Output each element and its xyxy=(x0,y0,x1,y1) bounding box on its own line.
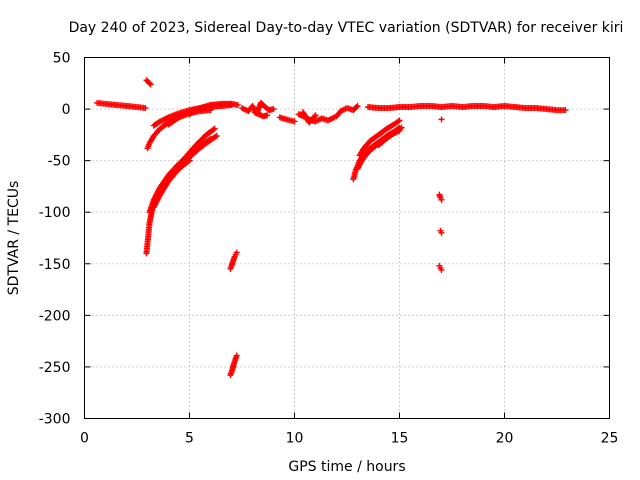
data-point xyxy=(312,112,319,119)
data-point xyxy=(398,124,405,131)
y-tick-label: -100 xyxy=(39,205,71,221)
data-point xyxy=(438,229,445,236)
data-point xyxy=(210,126,217,133)
data-point xyxy=(396,117,403,124)
data-point xyxy=(354,102,361,109)
grid-lines xyxy=(84,57,610,419)
data-point xyxy=(212,133,219,140)
x-tick-label: 10 xyxy=(286,431,304,447)
y-tick-label: -150 xyxy=(39,257,71,273)
x-axis-label: GPS time / hours xyxy=(288,459,405,475)
x-tick-label: 0 xyxy=(80,431,89,447)
chart-title: Day 240 of 2023, Sidereal Day-to-day VTE… xyxy=(69,20,624,36)
y-tick-label: -200 xyxy=(39,308,71,324)
x-tick-labels: 0 5 10 15 20 25 xyxy=(80,431,618,447)
data-point xyxy=(146,80,153,87)
data-point xyxy=(311,113,318,120)
data-point xyxy=(147,81,154,88)
data-point xyxy=(438,116,445,123)
data-point xyxy=(233,352,240,359)
x-tick-label: 20 xyxy=(496,431,514,447)
axis-ticks xyxy=(84,57,610,419)
data-point xyxy=(438,196,445,203)
data-point xyxy=(291,118,298,125)
data-point xyxy=(234,101,241,108)
y-tick-label: -300 xyxy=(39,412,71,428)
data-point xyxy=(264,112,271,119)
x-tick-label: 5 xyxy=(185,431,194,447)
data-point xyxy=(142,105,149,112)
y-tick-labels: 50 0 -50 -100 -150 -200 -250 -300 xyxy=(39,51,71,428)
x-tick-label: 15 xyxy=(391,431,409,447)
y-tick-label: 50 xyxy=(53,51,71,67)
data-point xyxy=(353,104,360,111)
y-tick-label: -250 xyxy=(39,360,71,376)
plot-frame xyxy=(84,57,610,419)
data-point xyxy=(233,249,240,256)
data-point xyxy=(562,107,569,114)
y-tick-label: 0 xyxy=(62,102,71,118)
data-point xyxy=(213,132,220,139)
x-tick-label: 25 xyxy=(601,431,619,447)
data-point xyxy=(438,266,445,273)
data-points xyxy=(94,77,569,379)
data-point xyxy=(270,106,277,113)
data-point xyxy=(211,125,218,132)
y-axis-label: SDTVAR / TECUs xyxy=(6,181,22,296)
y-tick-label: -50 xyxy=(48,154,71,170)
